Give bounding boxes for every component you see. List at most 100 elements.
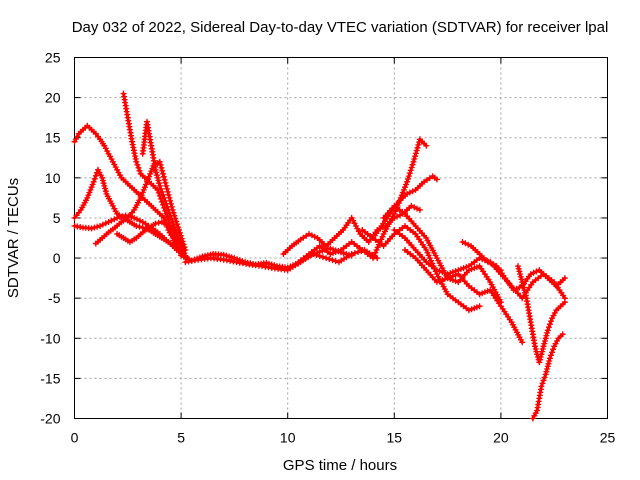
series-arc-20: [529, 331, 566, 422]
data-point: [117, 214, 123, 221]
data-point: [141, 184, 148, 191]
data-point: [541, 374, 548, 381]
data-point: [548, 352, 554, 359]
data-point: [134, 216, 140, 223]
data-point: [414, 144, 421, 151]
data-point: [84, 194, 91, 201]
data-point: [546, 358, 553, 364]
data-point: [412, 150, 419, 157]
data-point: [449, 273, 456, 280]
series-arc-12: [370, 173, 440, 241]
data-point: [436, 278, 443, 285]
data-point: [519, 281, 526, 288]
data-point: [316, 253, 323, 260]
data-point: [174, 221, 181, 228]
y-tick-label: 25: [45, 50, 61, 66]
data-point: [134, 161, 141, 168]
y-tick-label: 15: [45, 130, 61, 146]
data-point: [522, 289, 529, 296]
data-point: [156, 158, 163, 165]
data-point: [166, 194, 173, 201]
data-point: [89, 181, 96, 188]
data-point: [542, 338, 548, 344]
data-point: [178, 252, 185, 259]
data-point: [539, 346, 546, 352]
data-point: [167, 197, 174, 204]
data-point: [161, 214, 167, 221]
data-point: [183, 255, 190, 262]
data-point: [87, 186, 94, 193]
data-point: [153, 169, 160, 176]
data-point: [433, 279, 440, 286]
data-point: [559, 331, 566, 338]
data-point: [348, 251, 355, 257]
data-point: [145, 176, 152, 183]
data-point: [521, 287, 528, 294]
y-axis-label: SDTVAR / TECUs: [5, 178, 22, 298]
x-tick-label: 25: [600, 430, 616, 446]
data-point: [160, 191, 166, 198]
data-point: [142, 181, 149, 188]
series-arc-9: [182, 247, 381, 274]
data-point: [444, 275, 451, 282]
data-point: [404, 178, 411, 185]
data-point: [411, 156, 418, 162]
x-tick-label: 15: [387, 430, 403, 446]
data-point: [91, 224, 98, 231]
data-point: [539, 380, 546, 387]
series-arc-18: [487, 259, 568, 302]
data-point: [406, 189, 413, 196]
data-point: [160, 170, 166, 177]
data-point: [415, 141, 422, 148]
series-arc-14: [380, 202, 504, 306]
data-point: [329, 257, 336, 264]
data-point: [168, 203, 175, 210]
data-point: [228, 254, 235, 261]
data-point: [326, 256, 333, 263]
data-point: [460, 265, 467, 272]
data-point: [165, 191, 172, 198]
data-point: [548, 318, 554, 325]
data-point: [540, 343, 547, 350]
data-point: [85, 192, 92, 199]
data-point: [537, 354, 544, 360]
data-point: [561, 275, 568, 282]
data-point: [379, 233, 386, 240]
data-point: [335, 248, 342, 254]
data-point: [410, 158, 417, 165]
data-point: [532, 343, 538, 350]
data-point: [170, 209, 177, 216]
data-point: [544, 363, 551, 370]
data-point: [436, 268, 443, 275]
data-point: [311, 233, 318, 240]
data-point: [412, 153, 419, 160]
data-point: [355, 249, 362, 255]
x-tick-label: 5: [177, 430, 185, 446]
series-arc-11: [295, 136, 430, 266]
data-point: [468, 306, 475, 313]
data-point: [414, 205, 420, 212]
data-point: [519, 339, 526, 346]
data-point: [533, 268, 540, 275]
data-point: [231, 255, 238, 262]
y-tick-label: -15: [40, 370, 60, 386]
data-point: [88, 225, 95, 232]
data-point: [433, 267, 440, 274]
data-point: [518, 276, 525, 283]
data-point: [182, 247, 189, 253]
data-point: [88, 184, 95, 191]
data-point: [545, 360, 552, 367]
x-tick-label: 10: [280, 430, 296, 446]
data-point: [405, 173, 412, 180]
data-point: [561, 299, 568, 306]
data-point: [540, 377, 547, 384]
data-point: [516, 268, 523, 275]
data-point: [543, 368, 550, 375]
series-arc-6: [92, 158, 189, 253]
plot-frame: [74, 57, 608, 419]
data-point: [452, 278, 459, 285]
data-point: [162, 197, 169, 204]
series-arc-16: [402, 247, 526, 346]
data-point: [543, 332, 550, 339]
data-point: [175, 224, 182, 231]
